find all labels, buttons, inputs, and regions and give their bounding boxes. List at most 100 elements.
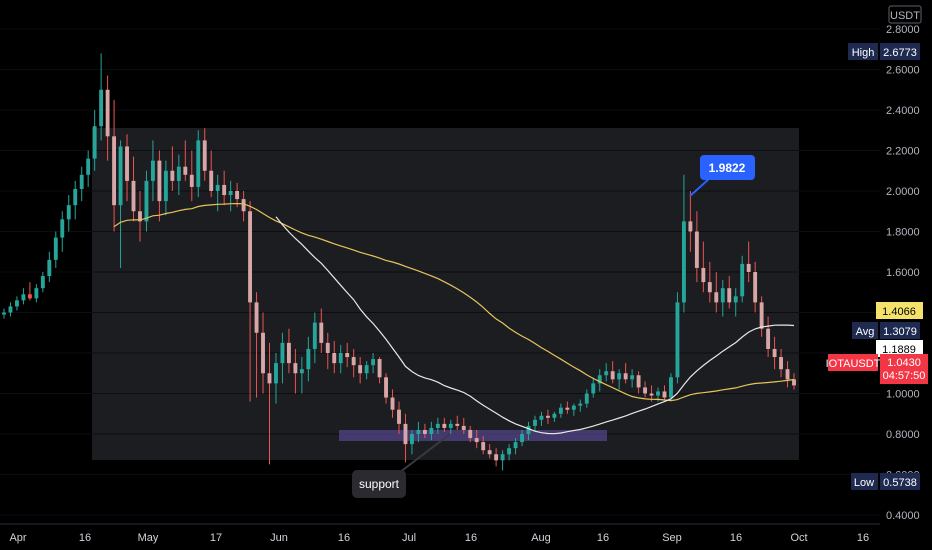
candle-body (649, 393, 654, 396)
y-tick-label: 2.4000 (886, 105, 920, 117)
candle-body (112, 136, 117, 206)
candle-body (578, 403, 583, 406)
candle-body (597, 375, 602, 384)
time-axis[interactable]: Apr 16 May 17 Jun 16 Jul 16 Aug 16 Sep 16 Oct 16 (0, 523, 880, 544)
candle-body (513, 442, 518, 449)
candle-body (261, 332, 265, 374)
candle-body (688, 221, 693, 232)
x-tick-label: 16 (465, 532, 477, 544)
candle-body (21, 294, 26, 301)
price-axis-background (880, 0, 932, 550)
peak-callout-box (700, 155, 755, 180)
candle-body (591, 383, 596, 394)
candle-body (390, 397, 395, 410)
candle-body (740, 263, 745, 297)
candle-body (694, 231, 699, 268)
candle-body (306, 348, 311, 370)
candle-body (630, 375, 635, 380)
support-note: support (352, 433, 451, 498)
candle-body (759, 302, 764, 329)
last-price-symbol-box (828, 354, 878, 371)
candle-body (358, 365, 363, 374)
candle-body (53, 237, 58, 260)
last-price-countdown: 04:57:50 (883, 370, 926, 382)
candle-body (617, 373, 622, 380)
candle-body (299, 369, 304, 374)
low-tag-label-box (851, 473, 878, 490)
x-tick-label: May (138, 532, 159, 544)
candle-body (241, 199, 246, 212)
price-axis[interactable]: 0.40000.60000.80001.00001.20001.40001.60… (880, 0, 932, 550)
candle-body (681, 221, 686, 303)
candle-body (779, 357, 783, 370)
currency-badge (888, 5, 922, 24)
candle-body (27, 294, 32, 299)
last-price-value-box (880, 354, 928, 384)
x-tick-label: 16 (730, 532, 742, 544)
candle-body (60, 219, 65, 238)
candle-body (377, 359, 382, 378)
candle-body (487, 450, 492, 455)
candle-body (364, 365, 369, 374)
candle-body (384, 377, 388, 398)
ma-long-tag: 1.4066 (876, 302, 923, 319)
candle-body (86, 158, 91, 175)
candle-body (157, 160, 162, 202)
candle-body (785, 369, 790, 380)
y-tick-label: 0.8000 (886, 429, 920, 441)
x-tick-label: 16 (79, 532, 91, 544)
candle-body (733, 296, 738, 303)
candle-body (720, 288, 725, 303)
candle-body (766, 328, 771, 349)
avg-tag-value-box (880, 322, 920, 339)
avg-tag-label: Avg (856, 326, 875, 338)
support-note-pointer (394, 433, 451, 477)
candle-body (73, 188, 78, 206)
candle-body (707, 282, 712, 293)
candle-body (332, 353, 337, 364)
candle-body (92, 126, 97, 159)
candle-body (40, 276, 45, 289)
candle-body (222, 184, 227, 196)
candle-body (2, 312, 6, 315)
candle-body (196, 140, 201, 187)
candle-body (772, 348, 777, 358)
candle-body (533, 419, 537, 426)
candles-layer (2, 53, 796, 471)
candle-body (520, 434, 524, 443)
candle-body (714, 292, 719, 303)
last-price-value: 1.0430 (887, 357, 921, 369)
high-tag-value-box (880, 43, 920, 60)
candle-body (325, 342, 330, 353)
candle-body (319, 322, 324, 343)
candle-body (500, 454, 505, 461)
candle-body (643, 387, 648, 394)
low-tag-value: 0.5738 (883, 477, 917, 489)
candle-body (448, 423, 453, 428)
support-zone (339, 430, 607, 441)
last-price-symbol: IOTAUSDT (826, 358, 881, 370)
y-tick-label: 2.2000 (886, 146, 920, 158)
x-tick-label: Jul (402, 532, 416, 544)
y-tick-label: 1.0000 (886, 389, 920, 401)
support-note-box (352, 470, 406, 498)
candle-body (293, 363, 298, 374)
candle-body (215, 184, 220, 191)
candle-body (47, 259, 52, 277)
y-tick-label: 1.8000 (886, 227, 920, 239)
candle-body (99, 89, 104, 127)
candle-body (138, 211, 142, 222)
candle-body (176, 166, 181, 181)
peak-callout-label: 1.9822 (709, 161, 746, 175)
last-price-tag: IOTAUSDT 1.0430 04:57:50 (826, 354, 928, 384)
candle-body (150, 160, 155, 181)
candle-body (494, 454, 499, 461)
ma-short-line (275, 216, 795, 435)
candle-body (131, 180, 136, 212)
candle-body (397, 409, 401, 424)
candle-body (753, 272, 758, 303)
candle-body (468, 429, 473, 439)
candle-body (125, 146, 129, 181)
candle-body (248, 211, 253, 303)
